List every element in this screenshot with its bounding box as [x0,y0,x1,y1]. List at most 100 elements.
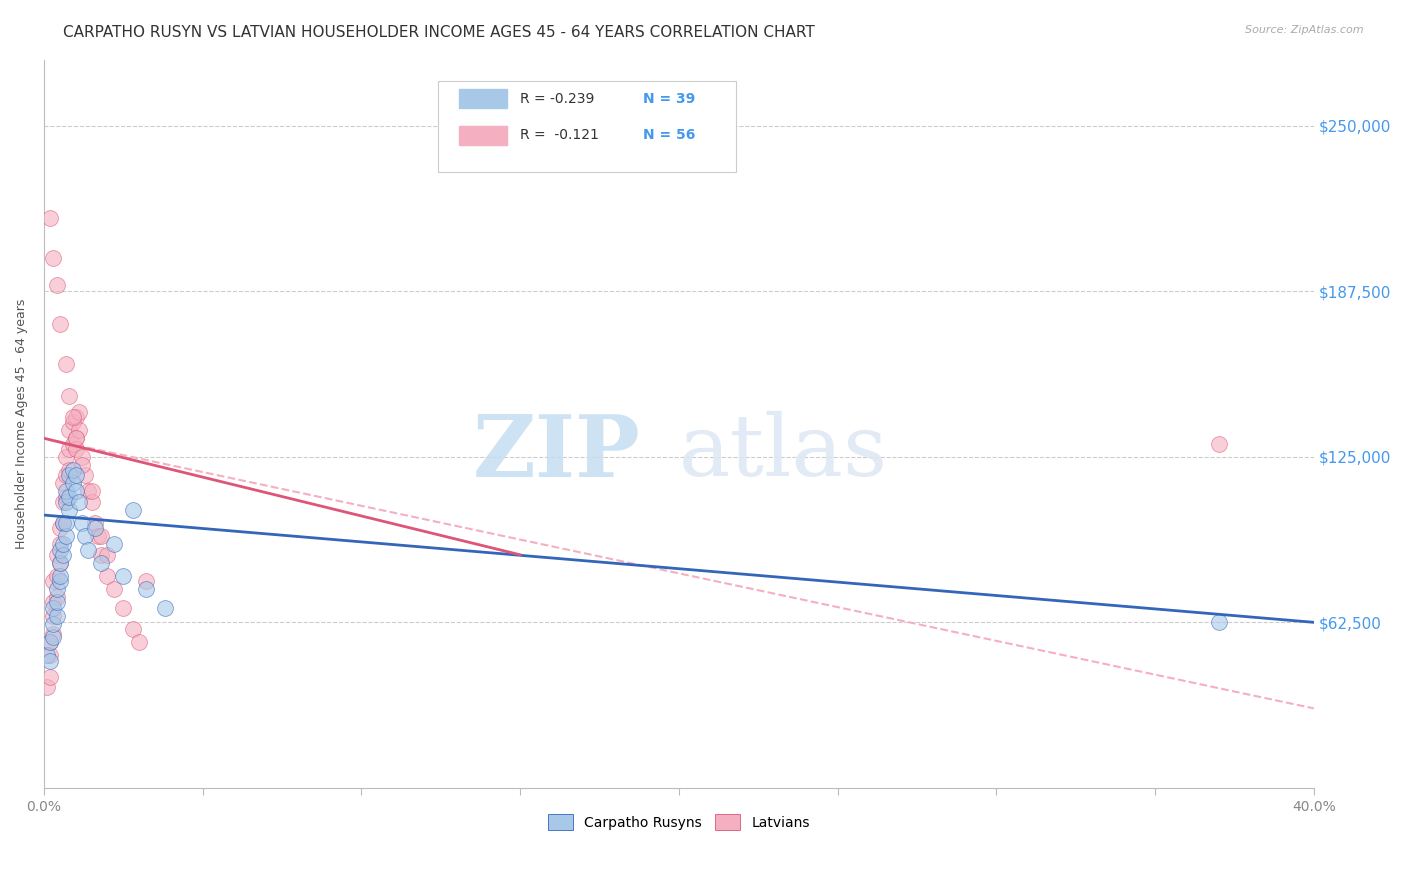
Point [96,569,118,583]
Point [83,521,105,535]
Text: R =  -0.121: R = -0.121 [520,128,599,143]
Point [39,654,62,668]
Point [58,423,80,437]
Point [112,569,135,583]
Point [62,436,84,450]
Point [39,635,62,649]
Point [103,537,125,551]
Point [45,277,67,292]
Point [135,582,157,597]
Point [42,616,65,631]
Point [58,389,80,403]
Point [52,548,75,562]
Legend: Carpatho Rusyns, Latvians: Carpatho Rusyns, Latvians [543,808,815,836]
Point [42,600,65,615]
Point [52,516,75,530]
Point [49,574,72,589]
Point [62,410,84,425]
Point [42,251,65,265]
Point [49,542,72,557]
Point [135,574,157,589]
Point [65,484,87,499]
Point [77,484,100,499]
Point [77,542,100,557]
Point [67,405,90,419]
Point [112,600,135,615]
Point [55,484,77,499]
Point [52,537,75,551]
Text: N = 56: N = 56 [644,128,696,143]
Bar [460,126,508,145]
Point [75,468,97,483]
Point [49,569,72,583]
Point [55,495,77,509]
Point [55,450,77,464]
Point [55,490,77,504]
Point [65,431,87,445]
Point [67,495,90,509]
Point [83,516,105,530]
Point [39,211,62,226]
Point [42,627,65,641]
Point [153,600,176,615]
Point [45,569,67,583]
Point [55,357,77,371]
Text: atlas: atlas [679,411,889,494]
Point [49,537,72,551]
Point [70,458,93,472]
Point [103,582,125,597]
Text: CARPATHO RUSYN VS LATVIAN HOUSEHOLDER INCOME AGES 45 - 64 YEARS CORRELATION CHAR: CARPATHO RUSYN VS LATVIAN HOUSEHOLDER IN… [63,25,815,40]
Y-axis label: Householder Income Ages 45 - 64 years: Householder Income Ages 45 - 64 years [15,299,28,549]
Point [42,608,65,623]
Text: ZIP: ZIP [472,411,641,495]
Point [42,574,65,589]
Point [55,468,77,483]
Point [65,468,87,483]
Point [45,608,67,623]
Point [37,680,59,694]
Point [67,423,90,437]
Point [55,516,77,530]
Bar [460,89,508,109]
Point [96,548,118,562]
Point [42,595,65,609]
Point [128,635,150,649]
Point [80,484,103,499]
Point [52,476,75,491]
Point [1208,615,1230,630]
Point [58,442,80,456]
Point [58,468,80,483]
Point [121,503,143,517]
Point [45,590,67,604]
Point [62,476,84,491]
Point [70,450,93,464]
Point [90,548,112,562]
Point [58,463,80,477]
Point [45,595,67,609]
Point [62,463,84,477]
Point [49,556,72,570]
Point [37,648,59,663]
Point [42,630,65,644]
Text: Source: ZipAtlas.com: Source: ZipAtlas.com [1246,25,1364,35]
Point [80,495,103,509]
Point [75,529,97,543]
Text: R = -0.239: R = -0.239 [520,92,595,106]
Point [1208,436,1230,450]
Point [39,635,62,649]
Point [65,431,87,445]
Point [45,548,67,562]
Point [39,670,62,684]
Text: N = 39: N = 39 [644,92,696,106]
FancyBboxPatch shape [437,81,735,172]
Point [49,521,72,535]
Point [49,556,72,570]
Point [62,416,84,430]
Point [65,442,87,456]
Point [52,516,75,530]
Point [70,516,93,530]
Point [52,495,75,509]
Point [90,529,112,543]
Point [49,318,72,332]
Point [45,582,67,597]
